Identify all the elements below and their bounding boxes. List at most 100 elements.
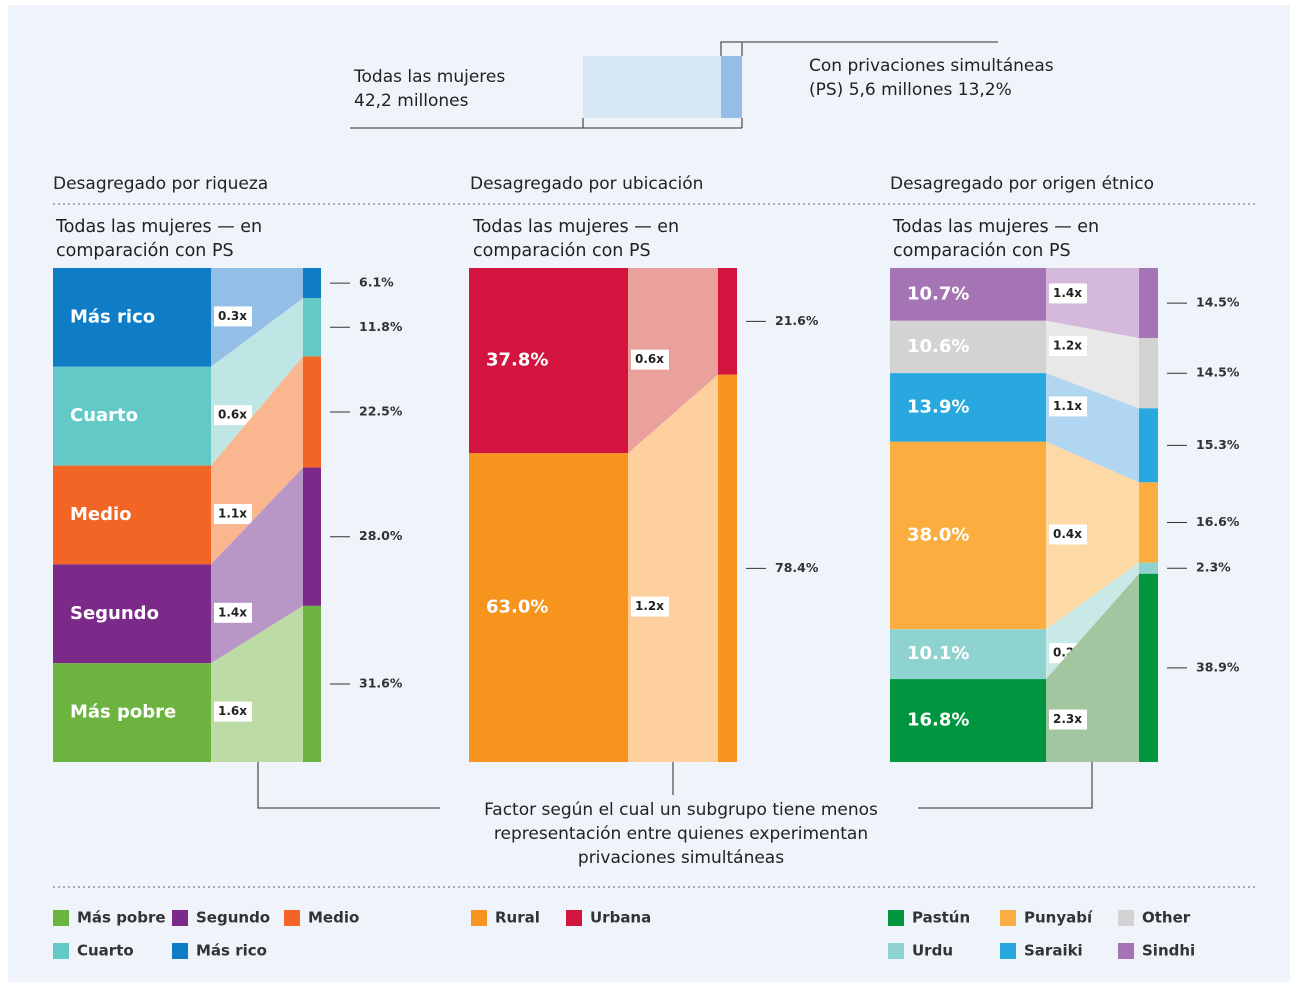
legend-swatch — [172, 943, 188, 959]
legend-label: Other — [1142, 909, 1191, 927]
share-bar — [53, 268, 211, 367]
flow-band — [628, 268, 718, 454]
subtitle: Todas las mujeres — en — [472, 217, 679, 237]
share-bar — [469, 268, 628, 454]
legend-swatch — [888, 943, 904, 959]
flow-band — [1046, 441, 1139, 630]
legend-swatch — [172, 910, 188, 926]
ps-label: 15.3% — [1196, 437, 1240, 452]
factor-label: 0.3x — [218, 309, 247, 323]
subtitle: comparación con PS — [473, 241, 651, 261]
ps-line: Con privaciones simultáneas — [809, 56, 1054, 76]
category-label: Más pobre — [70, 702, 176, 723]
legend-label: Urdu — [912, 942, 953, 960]
category-label: Segundo — [70, 603, 159, 624]
subtitle: Todas las mujeres — en — [55, 217, 262, 237]
section-title: Desagregado por ubicación — [470, 174, 703, 194]
ps-bar — [1139, 562, 1158, 574]
ps-label: 11.8% — [359, 319, 403, 334]
note-line: representación entre quienes experimenta… — [494, 824, 868, 844]
ps-label: 22.5% — [359, 404, 403, 419]
share-label: 13.9% — [907, 396, 969, 417]
legend-label: Rural — [495, 909, 540, 927]
subtitle: Todas las mujeres — en — [892, 217, 1099, 237]
ps-bar — [303, 605, 321, 762]
legend-label: Más rico — [196, 942, 267, 960]
ps-label: 31.6% — [359, 675, 403, 690]
factor-label: 1.2x — [1053, 338, 1082, 352]
ps-bar — [303, 356, 321, 468]
factor-label: 1.1x — [218, 507, 247, 521]
legend-label: Urbana — [590, 909, 651, 927]
factor-box — [1049, 283, 1087, 304]
section-title: Desagregado por riqueza — [53, 174, 268, 194]
ps-label: 2.3% — [1196, 560, 1231, 575]
factor-box — [214, 306, 252, 327]
subtitle: comparación con PS — [56, 241, 234, 261]
total-line: Todas las mujeres — [353, 67, 505, 87]
flow-band — [628, 374, 718, 762]
share-bar — [890, 629, 1046, 680]
legend-swatch — [1118, 943, 1134, 959]
header-lines — [350, 41, 998, 129]
legend-swatch — [471, 910, 487, 926]
ps-label: 78.4% — [775, 560, 819, 575]
factor-box — [214, 602, 252, 623]
share-bar — [53, 465, 211, 565]
ps-line: (PS) 5,6 millones 13,2% — [809, 80, 1012, 100]
ps-bar — [1139, 338, 1158, 409]
ps-bar — [718, 268, 737, 375]
ps-bar — [721, 56, 742, 118]
legend-label: Punyabí — [1024, 909, 1093, 927]
ps-label: 28.0% — [359, 528, 403, 543]
legend-swatch — [1000, 910, 1016, 926]
total-bar — [583, 56, 721, 118]
factor-box — [631, 349, 669, 370]
share-label: 10.6% — [907, 336, 969, 357]
legend-swatch — [53, 910, 69, 926]
ps-label: 38.9% — [1196, 659, 1240, 674]
note-connectors — [257, 762, 1093, 809]
share-bar — [890, 373, 1046, 442]
legend-label: Más pobre — [77, 909, 166, 927]
factor-box — [1049, 524, 1087, 545]
factor-box — [214, 504, 252, 524]
subtitle: comparación con PS — [893, 241, 1071, 261]
share-bar — [53, 366, 211, 466]
factor-label: 1.1x — [1053, 399, 1082, 413]
legend-label: Medio — [308, 909, 359, 927]
ps-label: 14.5% — [1196, 365, 1240, 380]
factor-label: 0.4x — [1053, 527, 1082, 541]
share-label: 37.8% — [486, 350, 548, 371]
ps-bar — [718, 374, 737, 762]
ps-bar — [1139, 482, 1158, 563]
factor-box — [1049, 709, 1087, 730]
note-line: Factor según el cual un subgrupo tiene m… — [484, 800, 878, 820]
factor-label: 1.6x — [218, 704, 247, 718]
category-label: Medio — [70, 504, 132, 525]
category-label: Cuarto — [70, 405, 138, 426]
legend-label: Saraiki — [1024, 942, 1083, 960]
header: Todas las mujeres 42,2 millones Con priv… — [350, 41, 1054, 129]
ps-label: 6.1% — [359, 275, 394, 290]
flow-band — [211, 605, 303, 762]
factor-box — [1049, 396, 1087, 417]
share-bar — [53, 663, 211, 762]
ps-bar — [1139, 268, 1158, 339]
category-label: Más rico — [70, 306, 155, 327]
legend-swatch — [888, 910, 904, 926]
section-title: Desagregado por origen étnico — [890, 174, 1154, 194]
factor-box — [1049, 335, 1087, 356]
legend-swatch — [1118, 910, 1134, 926]
legend-swatch — [566, 910, 582, 926]
share-bar — [469, 453, 628, 762]
share-bar — [890, 268, 1046, 321]
share-label: 63.0% — [486, 597, 548, 618]
legend-label: Pastún — [912, 909, 970, 927]
legend-swatch — [1000, 943, 1016, 959]
ps-bar — [303, 268, 321, 299]
total-line: 42,2 millones — [354, 91, 469, 111]
ps-bar — [303, 298, 321, 357]
share-label: 10.7% — [907, 283, 969, 304]
